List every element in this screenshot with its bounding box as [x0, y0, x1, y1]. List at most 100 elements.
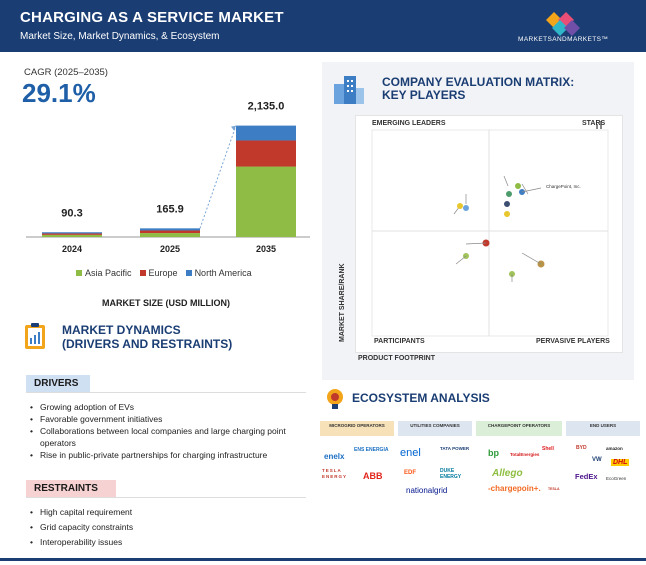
logo-abb: ABB [363, 471, 383, 481]
matrix-x-axis-label: PRODUCT FOOTPRINT [358, 355, 435, 362]
trend-line [199, 125, 237, 229]
logo-vw: VW [592, 457, 602, 463]
logo-ecogreen: EcoGreen [606, 476, 627, 481]
restraint-item: High capital requirement [30, 505, 305, 520]
matrix-y-axis-label: MARKET SHARE/RANK [339, 263, 346, 342]
drivers-list: Growing adoption of EVs Favorable govern… [30, 401, 305, 461]
eco-col-end-users: END USERS [566, 421, 640, 436]
x-tick-label: 2024 [62, 244, 82, 254]
logo-allego: Allego [492, 468, 523, 479]
quadrant-label-stars: STARS [582, 120, 606, 127]
driver-item: Growing adoption of EVs [30, 401, 305, 413]
logo-dhl: DHL [611, 459, 630, 466]
eco-col-utilities: UTILITIES COMPANIES [398, 421, 472, 436]
eco-col-microgrid: MICROGRID OPERATORS [320, 421, 394, 436]
page-subtitle: Market Size, Market Dynamics, & Ecosyste… [20, 31, 220, 42]
company-marker [455, 253, 469, 265]
logo-enel-x: enelx [324, 452, 345, 461]
market-size-bar-chart: 90.3 2024 165.9 2025 2,135.0 2035 [26, 101, 310, 254]
brand-logo: MARKETSANDMARKETS™ [514, 10, 634, 46]
trend-arrowhead [231, 125, 236, 131]
driver-item: Favorable government initiatives [30, 413, 305, 425]
logo-chargepoint: -chargepoin+. [488, 484, 541, 493]
stars-trend-icon [596, 121, 602, 129]
company-marker [515, 183, 529, 195]
matrix-title: COMPANY EVALUATION MATRIX: KEY PLAYERS [382, 76, 574, 102]
drivers-heading: DRIVERS [26, 375, 90, 393]
bar-north-america-2035 [236, 125, 296, 141]
bar-north-america-2024 [42, 232, 102, 234]
bar-asia-pacific-2025 [140, 233, 200, 237]
restraints-divider [26, 497, 306, 498]
logo-national-grid: nationalgrid [406, 486, 448, 495]
logo-tesla-energy: TESLA ENERGY [322, 468, 348, 479]
eco-col-chargepoint: CHARGEPOINT OPERATORS [476, 421, 562, 436]
logo-tata-power: TATA POWER [440, 446, 470, 451]
chart-x-axis-label: MARKET SIZE (USD MILLION) [102, 298, 230, 308]
matrix-grid [371, 121, 609, 337]
quadrant-label-participants: PARTICIPANTS [374, 338, 425, 345]
drivers-divider [26, 392, 306, 393]
page-title: CHARGING AS A SERVICE MARKET [20, 9, 284, 26]
matrix-title-line1: COMPANY EVALUATION MATRIX: [382, 75, 575, 89]
logo-total: TotalEnergies [510, 452, 540, 457]
quadrant-label-pervasive: PERVASIVE PLAYERS [536, 338, 610, 345]
market-dynamics-title: MARKET DYNAMICS (DRIVERS AND RESTRAINTS) [62, 323, 232, 351]
legend-item-asia-pacific: Asia Pacific [76, 268, 132, 278]
driver-item: Collaborations between local companies a… [30, 425, 305, 449]
clipboard-icon [25, 323, 45, 349]
company-marker [504, 211, 510, 217]
restraints-heading: RESTRAINTS [26, 480, 116, 498]
market-dynamics-title-line2: (DRIVERS AND RESTRAINTS) [62, 337, 233, 351]
cagr-value: 29.1% [22, 78, 96, 108]
company-marker [509, 271, 515, 282]
logo-duke-energy: DUKE ENERGY [440, 468, 462, 480]
matrix-title-line2: KEY PLAYERS [382, 88, 466, 102]
bar-total-label: 165.9 [156, 203, 184, 215]
highlight-company-label: ChargePoint, Inc. [546, 184, 581, 189]
footer-rule [0, 558, 646, 561]
company-marker [521, 252, 545, 268]
market-dynamics-title-line1: MARKET DYNAMICS [62, 323, 181, 337]
cagr-label: CAGR (2025–2035) [24, 67, 108, 78]
logo-fedex: FedEx [575, 472, 598, 481]
bar-asia-pacific-2024 [42, 234, 102, 237]
bar-europe-2035 [236, 140, 296, 167]
company-marker [503, 175, 512, 197]
restraints-list: High capital requirement Grid capacity c… [30, 505, 305, 550]
logo-amazon: amazon [606, 446, 623, 451]
brand-name: MARKETSANDMARKETS™ [518, 36, 609, 43]
company-marker [465, 239, 490, 247]
legend-item-north-america: North America [185, 268, 252, 278]
logo-enel: enel [400, 447, 421, 459]
ecosystem-title: ECOSYSTEM ANALYSIS [352, 391, 490, 405]
bar-europe-2024 [42, 233, 102, 235]
brand-logo-icon [546, 12, 580, 36]
restraint-item: Interoperability issues [30, 535, 305, 550]
header-banner: CHARGING AS A SERVICE MARKET Market Size… [0, 0, 646, 52]
x-tick-label: 2025 [160, 244, 180, 254]
ecosystem-icon [327, 389, 343, 409]
logo-shell: Shell [542, 446, 554, 452]
company-marker [504, 201, 510, 207]
driver-item: Rise in public-private partnerships for … [30, 449, 305, 461]
logo-tesla: TESLA [548, 487, 560, 491]
evaluation-matrix: EMERGING LEADERS STARS PARTICIPANTS PERV… [355, 115, 623, 353]
bar-north-america-2025 [140, 228, 200, 231]
logo-bp: bp [488, 448, 499, 458]
chart-legend: Asia Pacific Europe North America [76, 268, 252, 278]
restraint-item: Grid capacity constraints [30, 520, 305, 535]
company-marker [453, 203, 463, 215]
bar-europe-2025 [140, 230, 200, 234]
logo-edf: EDF [404, 470, 416, 476]
building-icon [334, 76, 364, 104]
company-marker [463, 194, 469, 211]
legend-item-europe: Europe [139, 268, 178, 278]
bar-total-label: 90.3 [61, 207, 82, 219]
bar-asia-pacific-2035 [236, 166, 296, 237]
x-tick-label: 2035 [256, 244, 276, 254]
logo-ens: ENS ENERGIA [354, 447, 389, 453]
bar-total-label: 2,135.0 [248, 101, 285, 113]
quadrant-label-emerging: EMERGING LEADERS [372, 120, 446, 127]
company-marker [519, 187, 542, 195]
